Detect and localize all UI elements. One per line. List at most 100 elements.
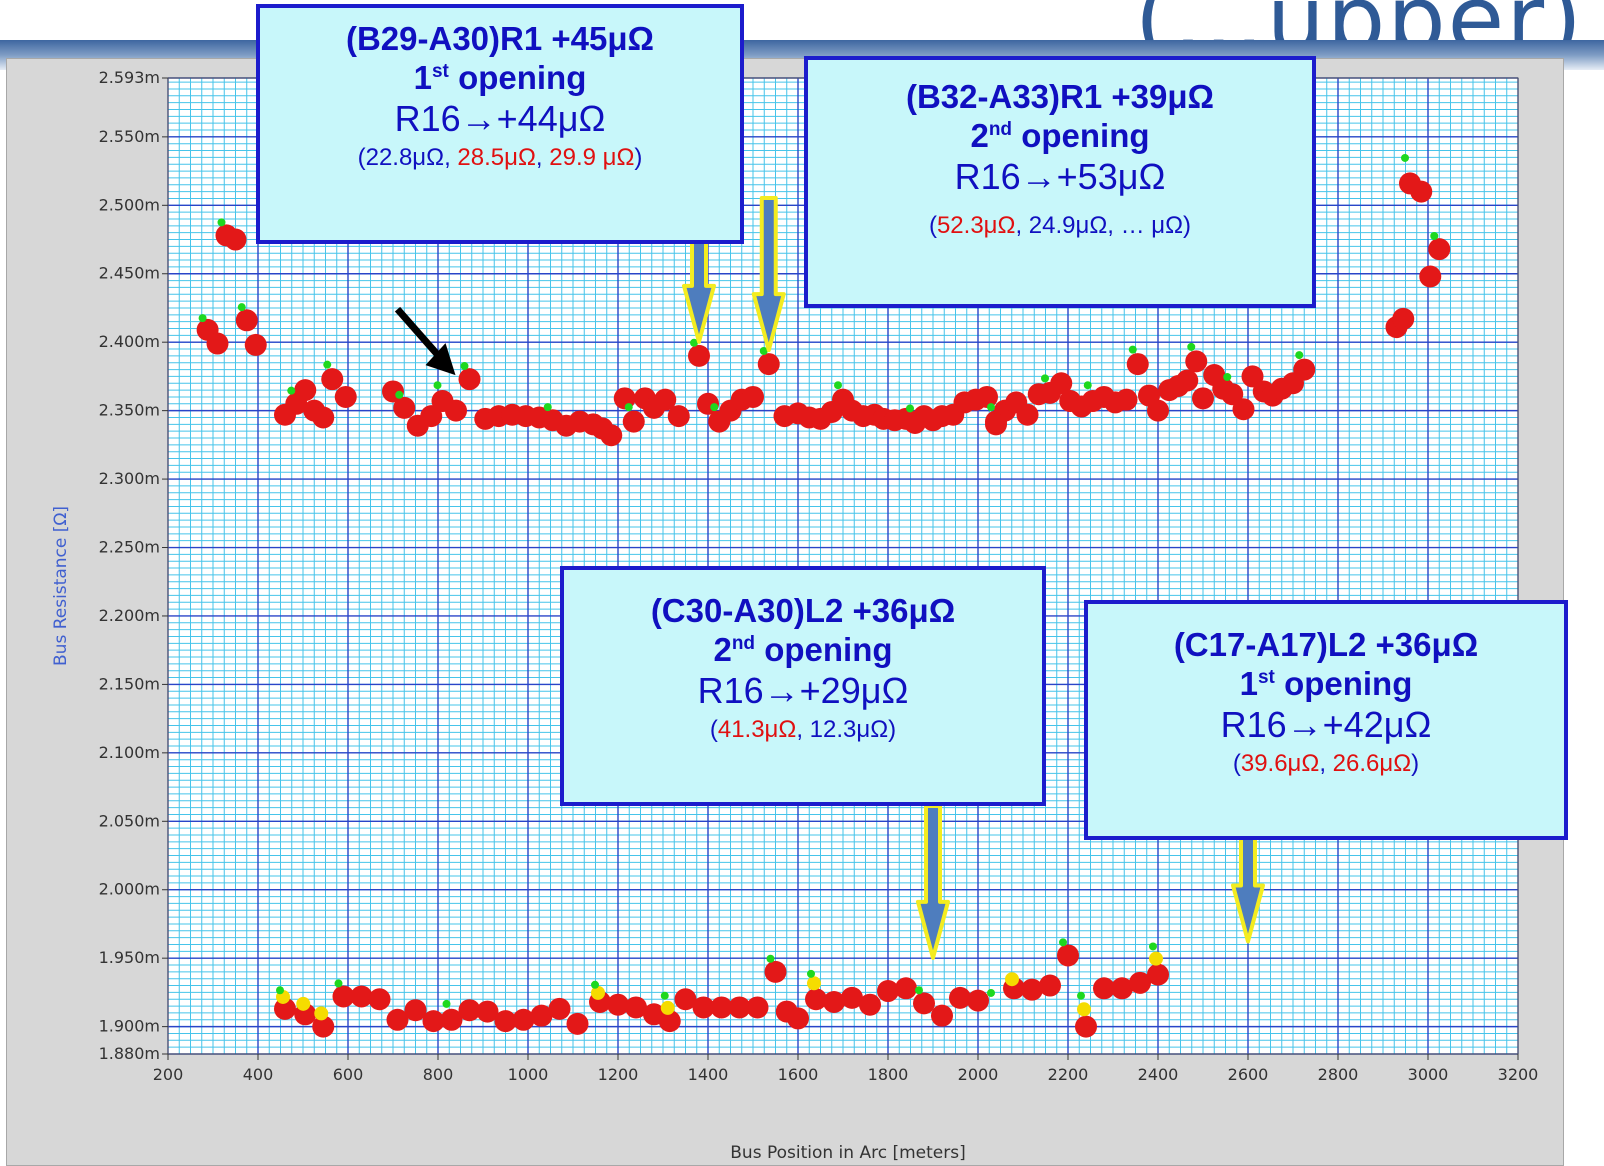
data-point (476, 1000, 499, 1023)
data-point (276, 986, 284, 995)
y-tick-label: 2.100m (99, 743, 160, 762)
data-point (433, 381, 442, 390)
data-point (1392, 307, 1415, 330)
callout-r16: R16→+44μΩ (394, 97, 606, 139)
callout-arrow (916, 804, 950, 960)
data-point (1401, 153, 1409, 162)
data-point (458, 999, 481, 1022)
x-tick-label: 2400 (1138, 1065, 1179, 1084)
pointer-arrow-shaft (394, 306, 445, 362)
x-tick-label: 600 (333, 1065, 364, 1084)
data-point (1147, 963, 1169, 986)
data-point (334, 979, 343, 988)
data-point (422, 1010, 445, 1033)
data-point (198, 314, 207, 323)
data-point (332, 985, 355, 1008)
callout-arrow (682, 236, 716, 344)
data-point (859, 993, 881, 1016)
x-axis-label: Bus Position in Arc [meters] (730, 1143, 965, 1163)
x-tick-label: 1800 (868, 1065, 909, 1084)
data-point (692, 996, 715, 1019)
data-point (1115, 388, 1138, 411)
data-point (931, 1004, 953, 1027)
data-point (667, 405, 690, 428)
data-point (440, 1008, 463, 1031)
data-point (710, 996, 733, 1019)
callout-opening: 2nd opening (970, 116, 1150, 154)
data-point (764, 960, 787, 983)
callout-r16: R16→+53μΩ (954, 155, 1166, 197)
x-tick-label: 3000 (1408, 1065, 1449, 1084)
data-point (420, 405, 443, 428)
y-tick-label: 2.500m (99, 195, 160, 214)
data-point (1077, 1002, 1091, 1017)
data-point (494, 1010, 517, 1033)
y-tick-label: 1.880m (99, 1044, 160, 1063)
data-point (895, 977, 917, 1000)
callout-values: (39.6μΩ, 26.6μΩ) (1232, 750, 1420, 778)
data-point (987, 403, 995, 412)
data-point (1128, 345, 1137, 354)
data-point (566, 1012, 589, 1035)
data-point (600, 424, 623, 447)
data-point (807, 976, 821, 991)
data-point (460, 362, 469, 371)
data-point (206, 332, 229, 355)
data-point (1005, 972, 1019, 987)
data-point (314, 1006, 329, 1021)
data-point (913, 992, 935, 1015)
data-point (334, 385, 357, 408)
data-point (690, 338, 698, 347)
points-layer (196, 153, 1451, 1038)
data-point (906, 404, 914, 413)
data-point (1221, 383, 1244, 406)
callout-header: (C17-A17)L2 +36μΩ (1173, 626, 1479, 663)
data-point (1187, 342, 1196, 351)
data-point (386, 1008, 409, 1031)
y-axis-label: Bus Resistance [Ω] (51, 506, 71, 666)
data-point (287, 386, 296, 395)
data-point (312, 1015, 335, 1038)
callout-header: (C30-A30)L2 +36μΩ (650, 592, 956, 629)
data-point (1083, 381, 1092, 390)
data-point (548, 997, 571, 1020)
data-point (823, 990, 845, 1013)
y-tick-label: 1.950m (99, 948, 160, 967)
callout-values: (22.8μΩ, 28.5μΩ, 29.9 μΩ) (357, 144, 643, 172)
data-point (1419, 265, 1442, 288)
callout-opening: 1st opening (1239, 664, 1413, 702)
data-point (766, 954, 775, 963)
data-point (654, 388, 677, 411)
data-point (967, 989, 989, 1012)
data-point (224, 228, 247, 251)
data-point (1149, 942, 1157, 951)
y-tick-label: 2.593m (99, 68, 160, 87)
data-point (987, 988, 995, 997)
callout-header: (B29-A30)R1 +45μΩ (345, 20, 655, 57)
data-point (1126, 353, 1149, 376)
y-tick-label: 1.900m (99, 1017, 160, 1036)
y-tick-label: 2.200m (99, 606, 160, 625)
data-point (877, 980, 899, 1003)
data-point (1295, 351, 1304, 360)
axis-layer: 200 400 600 800 1000 1200 1400 1600 1800 2000 2200… (99, 68, 1539, 1084)
callout-values: (52.3μΩ, 24.9μΩ, … μΩ) (928, 212, 1192, 240)
arrow-layer (394, 196, 1265, 960)
data-point (294, 379, 317, 402)
data-point (350, 985, 373, 1008)
data-point (1293, 358, 1316, 381)
data-point (1021, 978, 1043, 1001)
y-tick-label: 2.250m (99, 538, 160, 557)
callout-values: (41.3μΩ, 12.3μΩ) (709, 716, 897, 744)
data-point (1185, 350, 1208, 373)
data-point (323, 360, 332, 369)
data-point (757, 353, 780, 376)
data-point (1016, 403, 1039, 426)
data-point (1077, 991, 1085, 1000)
data-point (1410, 180, 1433, 203)
data-point (915, 986, 923, 995)
y-tick-label: 2.300m (99, 469, 160, 488)
data-point (1039, 974, 1061, 997)
data-point (237, 303, 246, 312)
data-point (674, 988, 697, 1011)
